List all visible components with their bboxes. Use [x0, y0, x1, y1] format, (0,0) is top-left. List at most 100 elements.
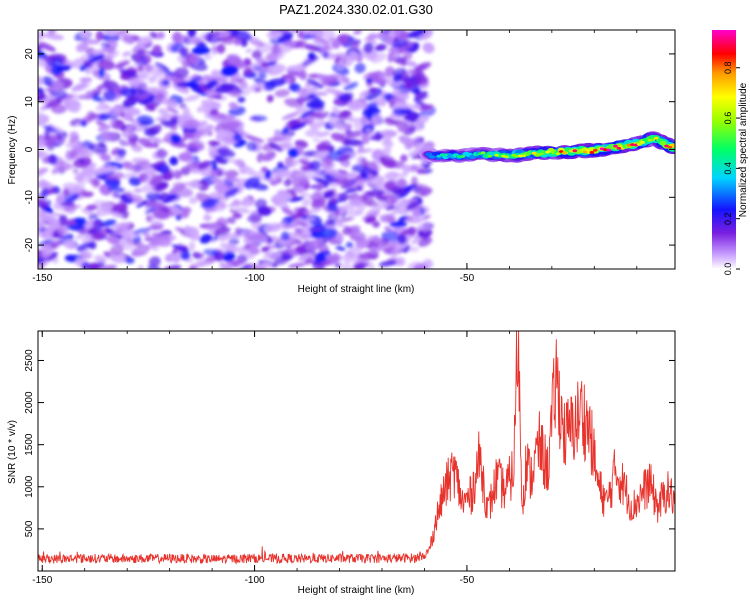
figure-title: PAZ1.2024.330.02.01.G30 [279, 2, 433, 17]
noise-blob [142, 232, 150, 238]
noise-blob [95, 164, 112, 175]
noise-blob [134, 73, 148, 80]
noise-blob [347, 117, 362, 123]
noise-blob [136, 36, 153, 47]
noise-blob [158, 108, 169, 116]
noise-blob [192, 251, 202, 259]
ridge-blob [477, 152, 483, 156]
ridge-blob [460, 155, 466, 158]
noise-blob [305, 100, 325, 109]
noise-blob [217, 129, 235, 137]
noise-blob [394, 119, 409, 131]
noise-region [38, 30, 436, 269]
noise-blob [212, 94, 223, 100]
noise-blob [403, 126, 417, 136]
noise-blob [329, 121, 348, 132]
noise-blob [178, 152, 193, 162]
noise-blob [301, 217, 315, 223]
noise-blob [344, 139, 364, 147]
noise-blob [286, 247, 299, 256]
noise-blob [215, 114, 236, 121]
heatmap-x-ticks: -150 -100 -50 [32, 30, 638, 284]
noise-blob [421, 214, 431, 220]
colorbar-label: Normalized spectral amplitude [738, 82, 749, 217]
noise-blob [216, 43, 226, 54]
noise-blob [71, 58, 85, 69]
noise-blob [38, 220, 46, 229]
noise-blob [288, 262, 306, 269]
noise-blob [273, 169, 291, 178]
noise-blob [370, 164, 379, 171]
noise-blob [79, 77, 93, 83]
noise-blob [136, 200, 148, 208]
noise-blob [323, 154, 334, 166]
y-tick-label: 1500 [24, 433, 35, 456]
noise-blob [127, 77, 142, 89]
noise-blob [320, 30, 336, 40]
noise-blob [348, 131, 363, 138]
noise-blob [166, 106, 179, 114]
noise-blob [345, 247, 363, 259]
noise-blob [270, 30, 277, 36]
ridge-blob [431, 151, 440, 156]
noise-blob [338, 92, 351, 103]
noise-blob [301, 55, 320, 66]
noise-blob [301, 233, 315, 239]
snr-y-ticks: 500 1000 1500 2000 2500 [24, 349, 675, 537]
y-tick-label: 10 [24, 96, 35, 108]
noise-blob [389, 193, 397, 205]
noise-blob [247, 233, 265, 242]
snr-series-line [38, 331, 675, 565]
noise-blob [183, 225, 193, 234]
noise-blob [141, 85, 159, 96]
noise-blob [308, 194, 320, 200]
noise-blob [351, 40, 360, 50]
noise-blob [201, 99, 220, 108]
noise-blob [147, 127, 160, 135]
noise-blob [250, 240, 259, 249]
noise-blob [309, 227, 325, 233]
noise-blob [274, 89, 290, 98]
ridge-blob [440, 153, 445, 157]
noise-blob [234, 207, 251, 214]
noise-blob [287, 148, 299, 158]
noise-blob [228, 237, 240, 246]
noise-blob [137, 65, 144, 72]
noise-blob [378, 71, 385, 80]
noise-blob [203, 53, 212, 60]
noise-blob [400, 55, 408, 67]
noise-blob [174, 187, 194, 198]
noise-blob [363, 42, 374, 54]
y-tick-label: -20 [24, 237, 35, 252]
noise-blob [365, 189, 385, 197]
noise-blob [231, 213, 243, 219]
noise-blob [171, 244, 190, 252]
noise-blob [226, 54, 245, 68]
noise-blob [394, 100, 409, 110]
noise-blob [220, 65, 239, 77]
noise-blob [387, 52, 395, 63]
noise-blob [188, 30, 196, 38]
noise-blob [233, 258, 245, 266]
noise-blob [339, 160, 350, 168]
noise-blob [117, 148, 127, 158]
noise-blob [104, 166, 119, 172]
ridge-blob [613, 144, 618, 148]
noise-blob [96, 84, 105, 90]
ridge-blob [443, 153, 449, 157]
noise-blob [203, 30, 221, 41]
noise-blob [331, 39, 341, 49]
ridge-blob [650, 138, 656, 142]
noise-blob [148, 256, 161, 267]
colorbar-tick-label: 0.8 [723, 61, 733, 74]
noise-blob [157, 163, 170, 174]
noise-blob [389, 30, 402, 37]
noise-blob [105, 235, 121, 244]
noise-blob [316, 143, 330, 153]
noise-blob [43, 129, 51, 140]
noise-blob [64, 254, 76, 262]
noise-blob [340, 111, 349, 119]
noise-blob [306, 78, 324, 89]
noise-blob [133, 228, 151, 234]
noise-blob [229, 208, 240, 216]
